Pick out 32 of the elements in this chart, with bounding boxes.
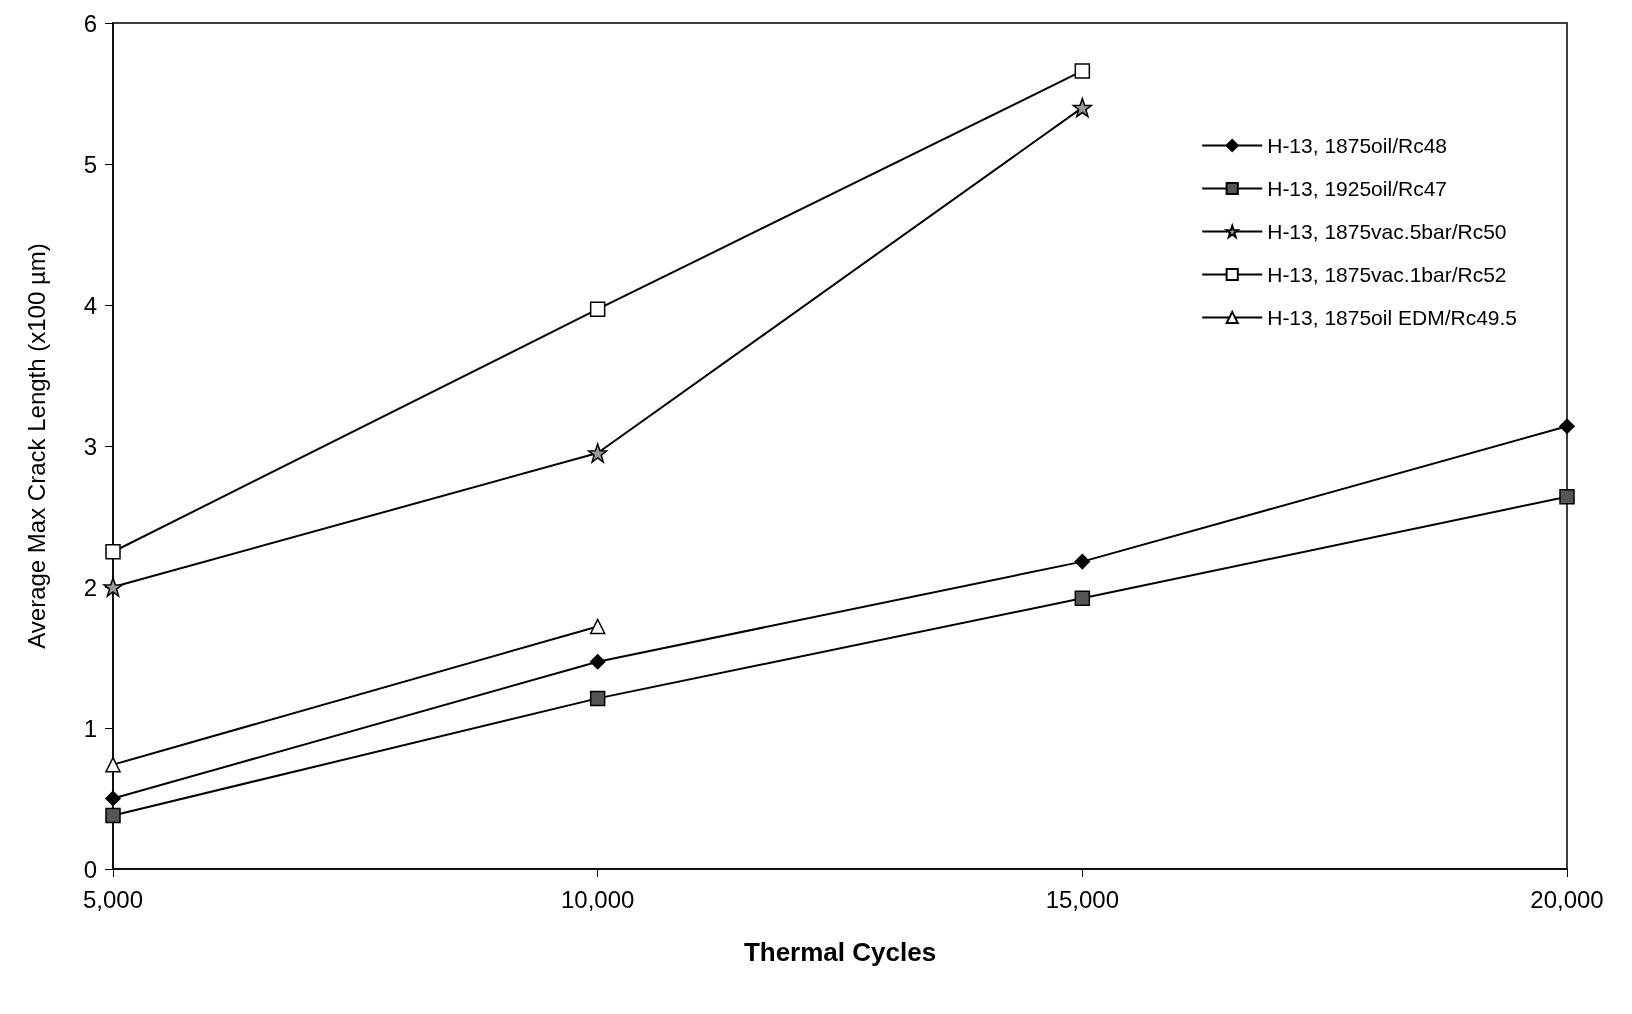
legend-label: H-13, 1875vac.1bar/Rc52 bbox=[1267, 263, 1507, 286]
y-tick-label: 1 bbox=[83, 714, 97, 742]
point bbox=[587, 443, 608, 463]
y-tick-label: 5 bbox=[83, 150, 97, 178]
x-axis-title: Thermal Cycles bbox=[743, 937, 937, 967]
y-tick-label: 2 bbox=[83, 573, 97, 601]
y-tick-label: 6 bbox=[83, 9, 97, 37]
point bbox=[105, 790, 121, 807]
y-tick-label: 3 bbox=[83, 432, 97, 460]
point bbox=[1559, 489, 1575, 505]
point bbox=[1074, 63, 1091, 79]
point bbox=[105, 544, 121, 560]
y-tick-label: 0 bbox=[83, 855, 97, 883]
y-tick-label: 4 bbox=[83, 291, 97, 319]
point bbox=[1074, 553, 1091, 570]
x-tick-label: 20,000 bbox=[1530, 885, 1604, 913]
point bbox=[1074, 590, 1091, 607]
point bbox=[103, 577, 123, 597]
legend-label: H-13, 1875oil/Rc48 bbox=[1267, 134, 1447, 157]
point bbox=[1072, 97, 1093, 118]
point bbox=[1559, 418, 1575, 435]
point bbox=[589, 653, 606, 670]
x-tick-label: 15,000 bbox=[1045, 885, 1120, 913]
legend-label: H-13, 1875oil EDM/Rc49.5 bbox=[1267, 306, 1518, 329]
point bbox=[589, 690, 606, 707]
legend-label: H-13, 1875vac.5bar/Rc50 bbox=[1267, 220, 1507, 243]
x-tick-label: 5,000 bbox=[82, 885, 144, 913]
y-axis-title: Average Max Crack Length (x100 µm) bbox=[22, 243, 50, 649]
point bbox=[105, 807, 121, 824]
point bbox=[589, 301, 606, 317]
x-tick-label: 10,000 bbox=[560, 885, 635, 913]
legend-label: H-13, 1925oil/Rc47 bbox=[1267, 177, 1447, 200]
